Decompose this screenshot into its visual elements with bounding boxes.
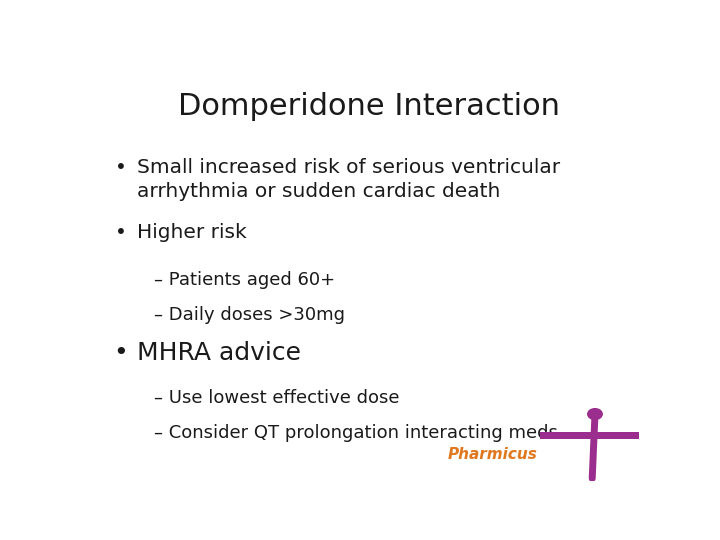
Text: – Use lowest effective dose: – Use lowest effective dose bbox=[154, 389, 400, 407]
FancyBboxPatch shape bbox=[540, 431, 639, 439]
Text: MHRA advice: MHRA advice bbox=[138, 341, 302, 365]
Text: Higher risk: Higher risk bbox=[138, 223, 247, 242]
Text: – Daily doses >30mg: – Daily doses >30mg bbox=[154, 306, 345, 324]
Text: Domperidone Interaction: Domperidone Interaction bbox=[178, 92, 560, 121]
Circle shape bbox=[588, 409, 602, 420]
Text: – Consider QT prolongation interacting meds: – Consider QT prolongation interacting m… bbox=[154, 424, 558, 442]
Text: – Patients aged 60+: – Patients aged 60+ bbox=[154, 271, 336, 288]
Text: •: • bbox=[114, 223, 127, 242]
Text: Small increased risk of serious ventricular
arrhythmia or sudden cardiac death: Small increased risk of serious ventricu… bbox=[138, 158, 561, 201]
Text: Pharmicus: Pharmicus bbox=[448, 447, 538, 462]
Text: •: • bbox=[114, 158, 127, 177]
Text: •: • bbox=[113, 341, 128, 365]
